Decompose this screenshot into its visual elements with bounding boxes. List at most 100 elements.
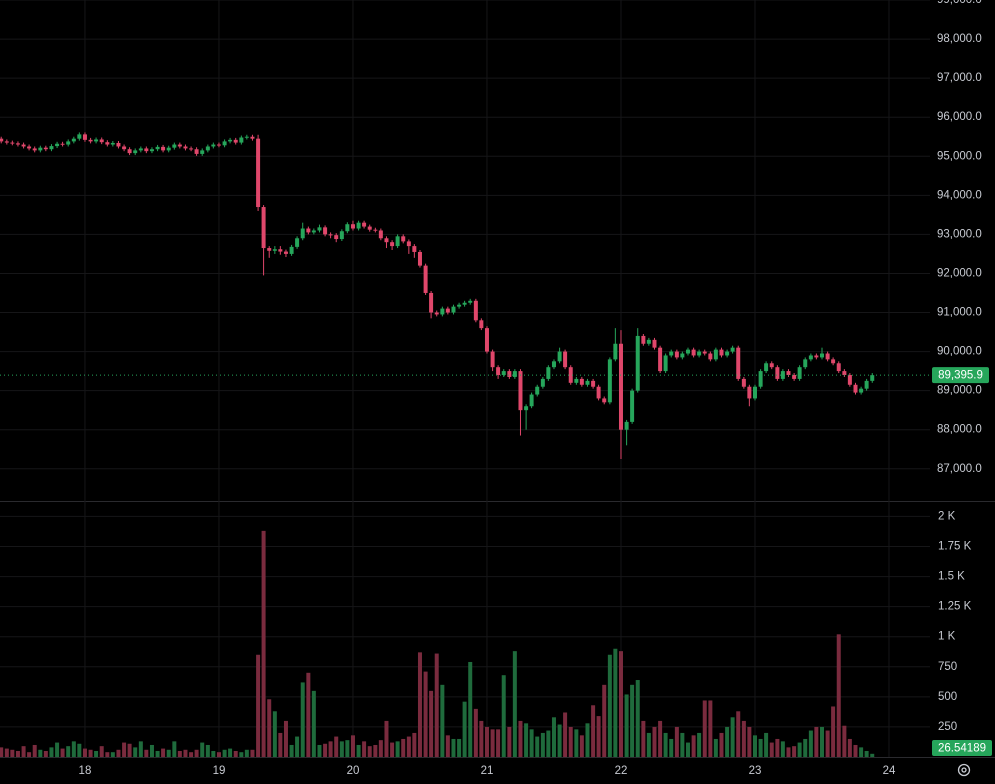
volume-tick-label: 1.25 K [938,601,972,613]
volume-bar [568,726,573,757]
last-price-tag [932,367,989,384]
volume-bar [708,700,713,757]
candle-body [624,421,629,430]
volume-bar [283,720,288,757]
volume-bar [591,705,596,757]
candle-body [641,335,646,344]
volume-bar [323,743,328,757]
volume-bar [4,748,9,757]
candle-body [278,249,283,252]
volume-bar [429,690,434,757]
settings-button[interactable] [957,763,971,777]
volume-tick-label: 1 K [938,631,956,643]
candle-body [161,146,166,151]
volume-bar [719,732,724,757]
volume-bar [339,741,344,757]
y-tick-label: 97,000.0 [937,72,982,84]
candle-body [295,238,300,247]
volume-bar [334,736,339,757]
volume-bar [607,654,612,757]
candle-body [607,359,612,403]
candle-body [15,143,20,145]
volume-tick-label: 750 [938,661,957,673]
volume-bar [155,750,160,757]
volume-bar [669,738,674,757]
volume-bar [702,700,707,757]
candle-body [563,351,568,368]
volume-bar [859,747,864,757]
candle-body [613,343,618,360]
x-tick-label: 22 [615,765,628,777]
volume-bar [613,648,618,757]
candle-body [189,148,194,150]
candle-body [685,349,690,354]
volume-bar [417,652,422,757]
volume-bar [295,736,300,757]
volume-bar [691,735,696,757]
candle-body [27,146,32,149]
y-tick-label: 96,000.0 [937,111,982,123]
volume-bar [680,732,685,757]
volume-bar [479,720,484,757]
candle-body [144,148,149,152]
candle-body [825,353,830,360]
volume-bar [440,684,445,757]
volume-bar [752,735,757,757]
volume-bar [406,736,411,757]
candle-body [691,349,696,356]
candle-body [390,242,395,247]
candle-body [529,394,534,407]
volume-bar [524,723,529,757]
volume-bar [831,706,836,757]
volume-bar [602,684,607,757]
candle-body [518,371,523,411]
candle-body [713,349,718,360]
volume-bar [546,730,551,757]
volume-bar [345,740,350,757]
candle-body [228,139,233,142]
volume-bar [205,744,210,757]
candle-body [77,134,82,139]
candle-body [540,378,545,387]
volume-bar [445,735,450,757]
candle-body [535,386,540,395]
volume-bar [540,732,545,757]
volume-bar [484,726,489,757]
volume-bar [272,711,277,757]
candle-body [272,249,277,251]
volume-bar [278,732,283,757]
volume-tick-label: 500 [938,691,957,703]
volume-bar [641,720,646,757]
volume-bar [630,684,635,757]
candle-body [250,136,255,139]
volume-bar [635,680,640,757]
candle-body [244,136,249,138]
candle-body [618,343,623,430]
volume-bar [367,746,372,757]
candle-body [842,371,847,375]
candle-body [172,144,177,148]
volume-bar [122,742,127,757]
volume-bar [490,729,495,757]
volume-bar [501,675,506,757]
volume-bar [133,747,138,757]
candle-body [216,144,221,146]
candle-body [166,147,171,151]
volume-bar [200,742,205,757]
candle-body [261,207,266,249]
y-tick-label: 99,000.0 [937,0,982,6]
y-tick-label: 93,000.0 [937,228,982,240]
y-tick-label: 88,000.0 [937,424,982,436]
volume-bar [43,750,48,757]
candle-body [752,386,757,399]
volume-tick-label: 1.75 K [938,541,972,553]
candle-body [719,349,724,356]
candle-body [350,224,355,229]
volume-tick-label: 250 [938,721,957,733]
volume-bar [434,653,439,757]
volume-bar [233,750,238,757]
y-tick-label: 98,000.0 [937,33,982,45]
candle-body [4,141,9,143]
candle-body [496,367,501,375]
candle-body [412,246,417,252]
